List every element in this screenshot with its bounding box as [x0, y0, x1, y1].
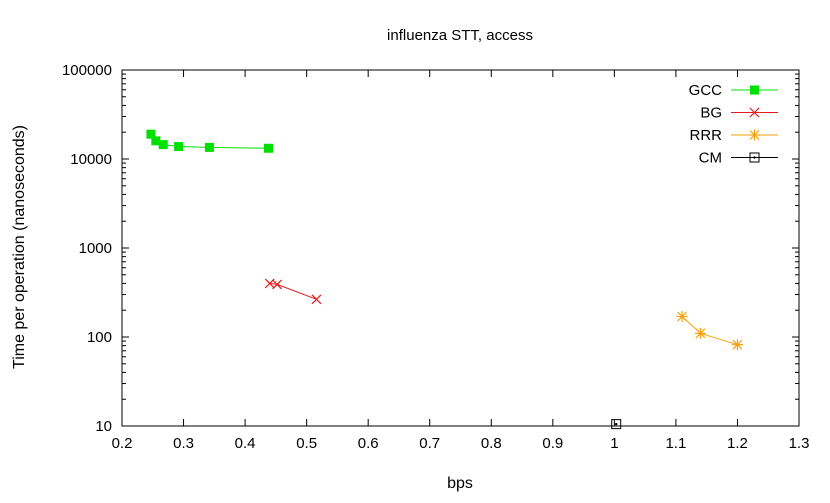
legend-item-bg: BG: [700, 105, 778, 122]
legend-label-cm: CM: [699, 150, 722, 167]
series-cm-point: [611, 419, 622, 430]
series-gcc-point-shape: [263, 143, 273, 153]
series-gcc-point: [263, 143, 273, 153]
legend-label-bg: BG: [700, 105, 722, 122]
series-gcc-point-shape: [174, 142, 184, 152]
x-tick-label: 1.2: [727, 435, 748, 452]
series-cm-point-shape: [611, 419, 622, 430]
x-tick-label: 0.4: [235, 435, 256, 452]
series-gcc-point-shape: [158, 140, 168, 150]
series-gcc-point-shape: [151, 136, 161, 146]
x-tick-label: 0.2: [112, 435, 133, 452]
series-rrr-point: [676, 310, 688, 322]
chart-title: influenza STT, access: [387, 27, 533, 44]
legend-label-rrr: RRR: [690, 127, 723, 144]
legend-item-cm: CM: [699, 150, 778, 167]
x-tick-label: 0.7: [419, 435, 440, 452]
series-bg-point: [311, 294, 322, 305]
series-bg-point: [272, 279, 283, 290]
series-bg-point-stroke-b: [272, 279, 283, 290]
legend-marker-bg: [749, 107, 760, 118]
series-bg: [264, 278, 322, 305]
series-gcc-point: [151, 136, 161, 146]
series-gcc-point: [174, 142, 184, 152]
series-rrr-point: [695, 327, 707, 339]
legend-marker-gcc-shape: [750, 85, 759, 95]
y-axis-label: Time per operation (nanoseconds): [11, 125, 28, 369]
legend-label-gcc: GCC: [689, 82, 723, 99]
x-tick-label: 0.9: [542, 435, 563, 452]
x-tick-label: 1.1: [665, 435, 686, 452]
x-tick-label: 0.3: [173, 435, 194, 452]
series-gcc-point: [158, 140, 168, 150]
legend-marker-gcc: [750, 85, 759, 95]
x-axis-label: bps: [447, 475, 473, 492]
ticks: 0.2 0.3 0.4 0.5 0.6 0.7 0.8 0.9 1 1.1 1.2 1.3 10 100 1…: [62, 62, 809, 452]
y-tick-label: 100: [87, 329, 112, 346]
x-tick-label: 1: [610, 435, 618, 452]
legend-marker-cm-shape: [749, 152, 760, 163]
y-tick-label: 10000: [70, 151, 112, 168]
x-tick-label: 0.5: [296, 435, 317, 452]
x-tick-label: 0.8: [481, 435, 502, 452]
legend-marker-bg-stroke-b: [749, 107, 760, 118]
series-rrr: [676, 310, 743, 351]
series-gcc: [146, 129, 273, 153]
legend-item-rrr: RRR: [690, 127, 778, 144]
series-gcc-point-shape: [146, 129, 156, 139]
y-tick-label: 100000: [62, 62, 112, 79]
legend-marker-rrr: [749, 129, 760, 141]
x-tick-label: 0.6: [358, 435, 379, 452]
y-tick-label: 1000: [79, 240, 112, 257]
series-layer: [146, 129, 743, 430]
series-bg-point-stroke-b: [311, 294, 322, 305]
series-rrr-point: [731, 339, 743, 351]
series-cm-point-dot: [615, 422, 618, 426]
series-gcc-point: [204, 142, 214, 152]
series-cm: [611, 419, 622, 430]
legend: GCC BG RRR CM: [689, 82, 778, 167]
legend-item-gcc: GCC: [689, 82, 778, 99]
series-gcc-point-shape: [204, 142, 214, 152]
legend-marker-cm: [749, 152, 760, 163]
x-tick-label: 1.3: [789, 435, 810, 452]
y-tick-label: 10: [95, 418, 112, 435]
legend-marker-cm-dot: [753, 156, 756, 159]
series-gcc-point: [146, 129, 156, 139]
